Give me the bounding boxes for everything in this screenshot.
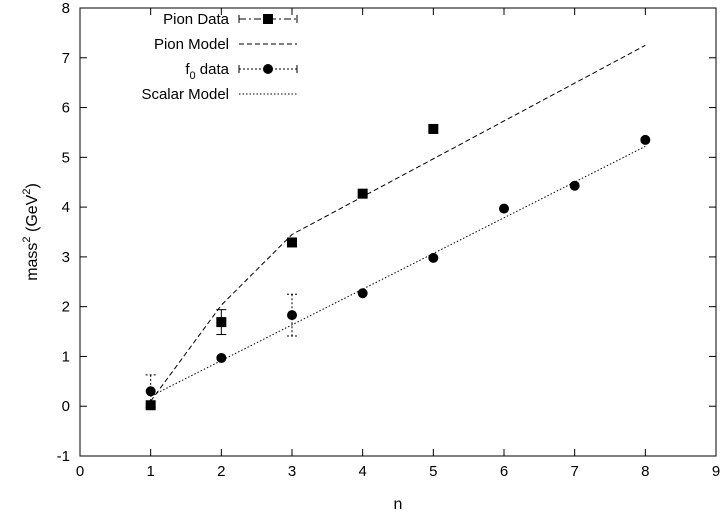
x-tick-label: 5 [429,463,437,480]
legend-label-pion-data: Pion Data [163,11,230,28]
y-tick-label: 7 [62,50,70,67]
circle-point-2-4 [428,252,439,263]
legend-label-pion-model: Pion Model [154,36,229,53]
y-axis-label: mass2 (GeV2) [21,183,41,281]
legend-label-f0-data: f0 data [185,61,229,82]
legend-marker-2 [263,64,273,74]
y-tick-label: 8 [62,0,70,17]
y-tick-label: 2 [62,299,70,316]
plot-frame [79,7,717,457]
circle-point-2-5 [499,203,509,214]
circle-point-2-2 [287,310,297,321]
series-line-1 [150,44,646,402]
axis-ticks: 0 1 2 3 4 5 6 7 8 9 -1 0 1 2 3 4 5 6 7 8 [57,0,720,480]
x-tick-label: 6 [500,463,508,480]
y-tick-label: 1 [62,348,70,365]
x-tick-label: 7 [570,463,578,480]
circle-point-2-7 [640,134,651,145]
y-tick-label: -1 [57,448,70,465]
y-tick-label: 4 [62,199,70,216]
y-tick-label: 6 [62,100,70,117]
y-tick-label: 3 [62,249,70,266]
circle-point-2-0 [145,386,156,397]
y-tick-label: 0 [62,398,70,415]
circle-point-2-3 [357,288,368,299]
x-tick-label: 9 [712,463,720,480]
x-tick-label: 8 [641,463,649,480]
x-tick-label: 3 [288,463,296,480]
x-tick-label: 1 [146,463,154,480]
x-axis-label: n [394,496,403,513]
legend-marker-0 [263,14,273,24]
y-tick-label: 5 [62,149,70,166]
legend-sample-2 [238,64,298,74]
square-point-0-2 [287,237,297,248]
legend-sample-0 [238,14,298,24]
legend-samples [238,14,298,95]
square-point-0-1 [216,317,227,328]
square-point-0-4 [428,123,439,134]
circle-point-2-1 [216,352,227,363]
square-point-0-3 [357,188,368,199]
x-tick-label: 0 [76,463,84,480]
series-layer [145,44,651,411]
square-point-0-0 [145,400,156,411]
legend: Pion Data Pion Model f0 data Scalar Mode… [141,11,298,103]
circle-point-2-6 [569,180,580,191]
x-tick-label: 4 [358,463,366,480]
series-line-3 [150,145,646,397]
legend-label-scalar-model: Scalar Model [141,86,229,103]
x-tick-label: 2 [217,463,225,480]
